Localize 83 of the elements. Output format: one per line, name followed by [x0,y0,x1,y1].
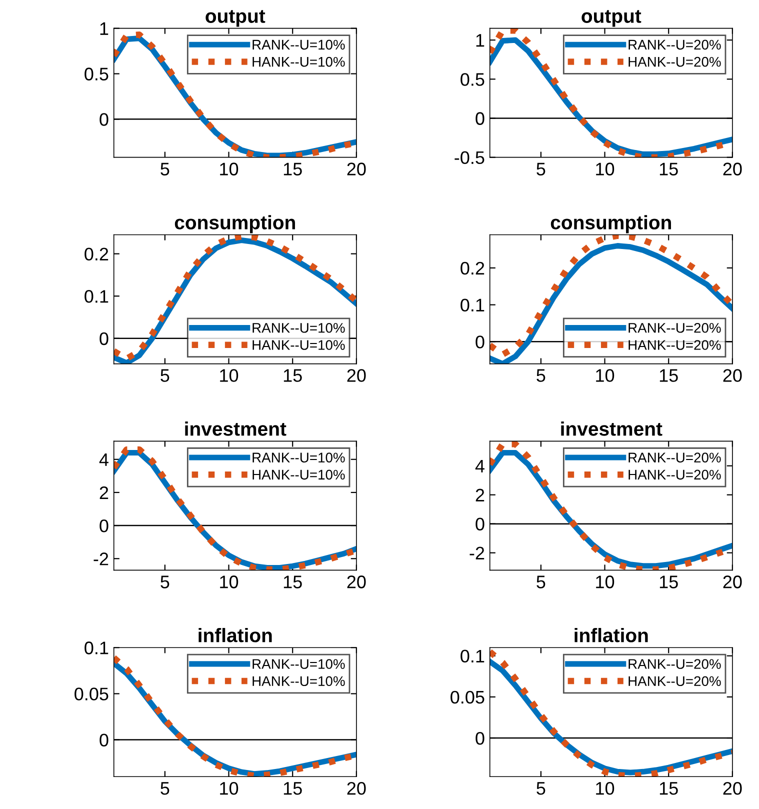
y-tick-label: 0 [100,519,108,532]
x-tick-label: 10 [596,162,614,176]
y-tick-label: 0 [100,734,108,746]
chart-title: consumption [550,215,671,234]
legend-label: HANK--U=10% [252,340,345,350]
legend-label: HANK--U=20% [628,676,721,686]
x-tick-label: 15 [284,782,302,795]
y-tick-label: 0.5 [460,73,484,86]
legend-label: RANK--U=10% [252,452,345,462]
x-tick-label: 20 [347,369,366,382]
legend-label: RANK--U=10% [252,40,345,50]
legend-label: HANK--U=20% [628,340,721,350]
legend-label: HANK--U=10% [252,470,345,480]
x-tick-label: 15 [284,162,302,176]
y-tick-label: 2 [476,488,484,502]
x-tick-label: 5 [536,369,546,382]
chart-title: investment [185,422,286,436]
y-tick-label: -2 [470,546,484,560]
y-tick-label: 0.1 [460,650,484,663]
x-tick-label: 15 [660,162,678,176]
legend-label: HANK--U=10% [252,56,345,67]
x-tick-label: 20 [347,576,366,588]
x-tick-label: 20 [347,162,366,176]
y-tick-label: 0 [476,112,484,125]
chart-title: consumption [174,215,295,234]
y-tick-label: 0 [476,336,484,348]
x-tick-label: 15 [284,576,302,588]
x-tick-label: 20 [723,162,742,176]
legend-label: HANK--U=20% [628,470,721,480]
x-tick-label: 15 [284,369,302,382]
legend-label: HANK--U=10% [252,676,345,686]
y-tick-label: 0.5 [84,68,108,80]
x-tick-label: 20 [723,576,742,588]
x-tick-label: 5 [536,576,546,588]
x-tick-label: 15 [660,782,678,795]
chart-title: output [582,10,642,27]
y-tick-label: 0.05 [450,690,484,704]
x-tick-label: 10 [220,782,238,795]
y-tick-label: 0 [476,732,484,745]
x-tick-label: 5 [160,576,170,588]
x-tick-label: 10 [596,576,614,588]
chart-title: output [206,10,266,27]
y-tick-label: 4 [475,460,484,472]
y-tick-label: 0.2 [84,248,108,261]
legend-label: RANK--U=20% [628,659,721,669]
y-tick-label: 0 [100,113,108,126]
x-tick-label: 5 [536,782,546,795]
y-tick-label: 0.2 [460,262,484,275]
y-tick-label: 0.05 [74,688,108,700]
y-tick-label: -2 [94,552,108,566]
y-tick-label: 4 [99,454,108,466]
y-tick-label: 2 [100,486,108,500]
y-tick-label: 1 [476,34,484,47]
chart-title: inflation [574,628,648,642]
y-tick-label: 0 [476,518,484,531]
chart-title: inflation [198,628,272,642]
legend-label: RANK--U=20% [628,40,721,50]
legend-label: RANK--U=10% [252,322,345,333]
y-tick-label: 1 [100,22,108,35]
y-tick-label: -0.5 [454,151,484,164]
y-tick-label: 0.1 [84,642,108,654]
legend-label: RANK--U=20% [628,452,721,462]
x-tick-label: 10 [220,369,238,382]
legend-label: RANK--U=20% [628,322,721,333]
x-tick-label: 5 [160,162,170,176]
x-tick-label: 5 [160,782,170,795]
x-tick-label: 5 [536,162,546,176]
x-tick-label: 10 [596,782,614,795]
x-tick-label: 20 [723,782,742,795]
x-tick-label: 10 [220,576,238,588]
x-tick-label: 10 [596,369,614,382]
x-tick-label: 10 [220,162,238,176]
legend-label: HANK--U=20% [628,56,721,67]
y-tick-label: 0.1 [84,290,108,303]
chart-title: investment [561,422,662,436]
y-tick-label: 0 [100,332,108,346]
x-tick-label: 5 [160,369,170,382]
y-tick-label: 0.1 [460,298,484,312]
legend-label: RANK--U=10% [252,659,345,669]
x-tick-label: 15 [660,576,678,588]
x-tick-label: 15 [660,369,678,382]
x-tick-label: 20 [347,782,366,795]
x-tick-label: 20 [723,369,742,382]
